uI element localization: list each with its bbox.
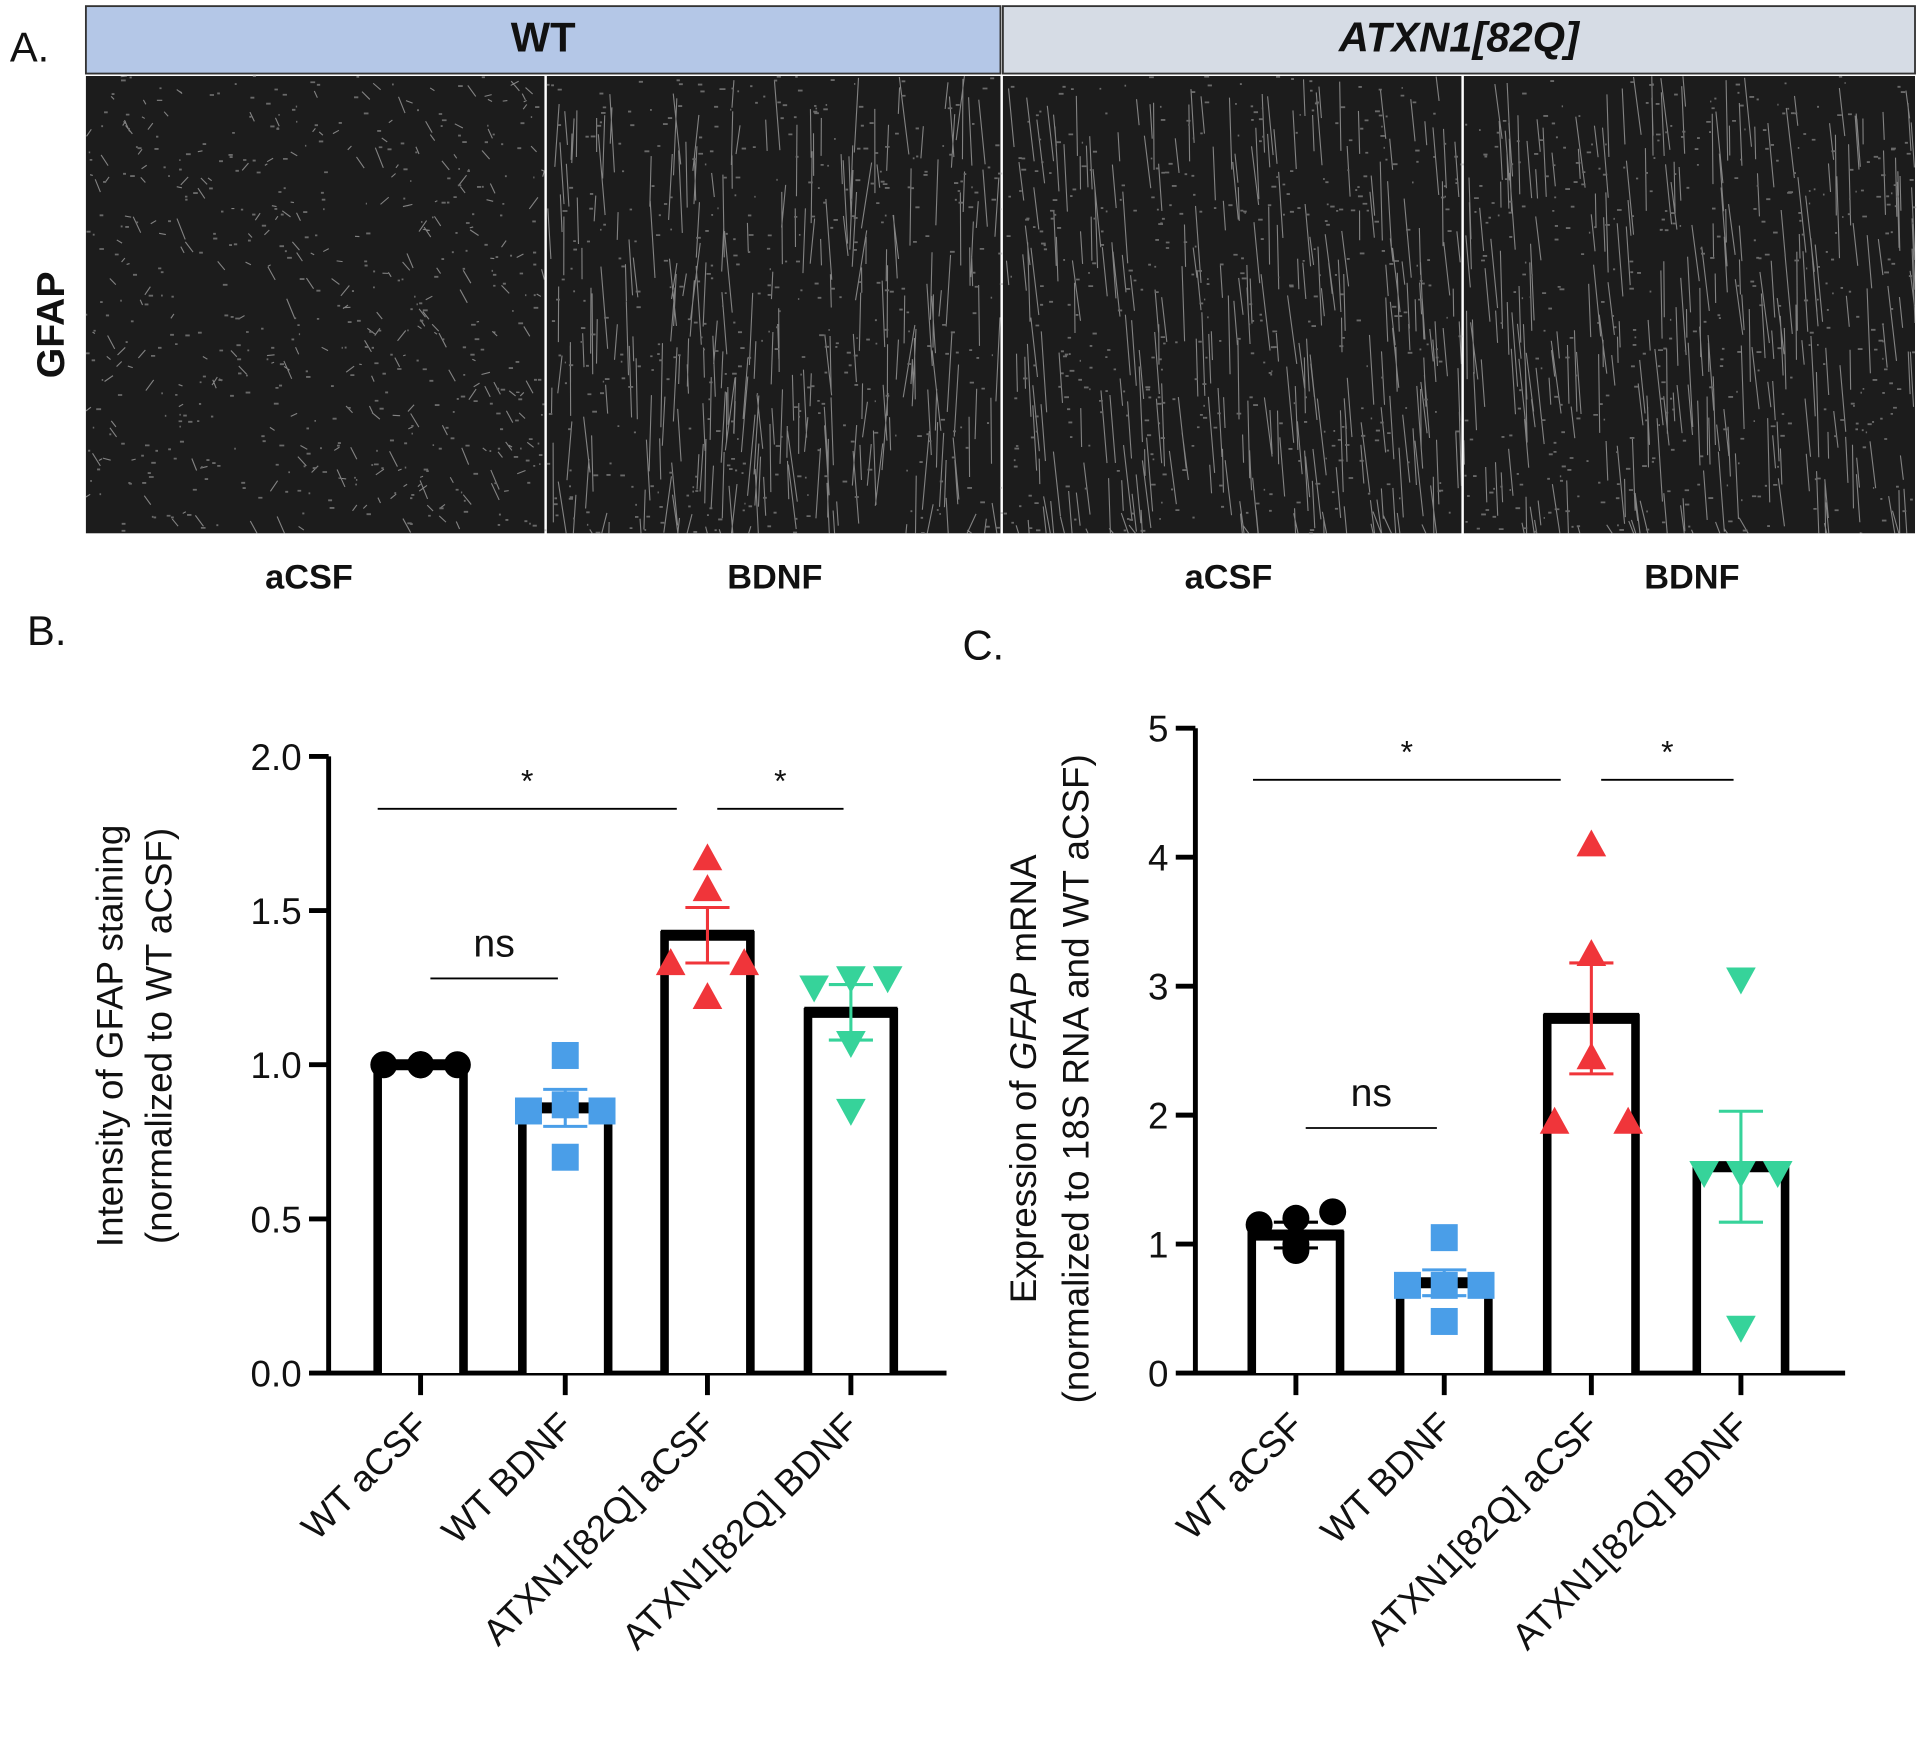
y-tick-label: 1.5: [251, 891, 302, 932]
data-point: [1726, 1315, 1756, 1343]
y-axis-label-part: Expression of: [1003, 1070, 1044, 1303]
y-axis-label-part: mRNA: [1003, 854, 1044, 973]
header-cell: [84, 5, 1002, 75]
y-axis-label: Intensity of GFAP staining: [90, 825, 131, 1247]
data-point: [1576, 939, 1607, 967]
data-point: [1319, 1198, 1347, 1226]
data-point: [1393, 1271, 1421, 1299]
row-label: GFAP: [29, 271, 73, 378]
data-point: [1689, 1161, 1719, 1188]
x-tick-label: WT aCSF: [1169, 1405, 1312, 1548]
micrograph-fibers: [1463, 76, 1916, 534]
data-point: [692, 843, 723, 871]
significance-label: *: [1401, 734, 1413, 770]
data-point: [836, 1031, 866, 1058]
bar: [373, 1060, 468, 1374]
data-point: [692, 874, 723, 902]
micrograph: [546, 76, 1001, 534]
y-tick-label: 0.5: [251, 1199, 302, 1240]
panel-label: C.: [962, 622, 1004, 669]
header-text: WT: [511, 13, 576, 60]
data-point: [1726, 967, 1756, 995]
significance-label: *: [774, 763, 786, 799]
data-point: [729, 948, 760, 976]
y-axis-label-part: GFAP: [1003, 972, 1044, 1070]
column-label: BDNF: [1644, 558, 1739, 596]
column-label: aCSF: [1185, 558, 1273, 596]
data-point: [1539, 1106, 1570, 1134]
data-point: [1613, 1106, 1643, 1134]
data-point: [551, 1143, 579, 1171]
data-point: [551, 1041, 579, 1069]
x-tick-label: WT BDNF: [434, 1405, 581, 1552]
data-point: [836, 1098, 866, 1126]
column-label: BDNF: [727, 558, 822, 596]
y-tick-label: 1: [1148, 1225, 1168, 1266]
y-tick-label: 2: [1148, 1096, 1168, 1137]
y-tick-label: 5: [1148, 709, 1168, 750]
data-point: [1430, 1224, 1458, 1252]
data-point: [692, 982, 723, 1010]
bar: [803, 1008, 899, 1374]
significance-label: ns: [473, 921, 514, 965]
micrographs: [85, 75, 1917, 535]
micrograph-texture: [1003, 75, 1465, 535]
y-axis-label: Expression of GFAP mRNA: [1003, 854, 1044, 1303]
significance-label: *: [1661, 734, 1673, 770]
data-point: [1467, 1271, 1495, 1299]
micrograph: [1463, 76, 1916, 534]
micrograph-speckle: [1003, 75, 1465, 535]
data-point: [1245, 1211, 1273, 1239]
significance-label: *: [521, 763, 533, 799]
data-point: [1762, 1161, 1793, 1188]
y-tick-label: 4: [1148, 838, 1168, 879]
y-tick-label: 3: [1148, 967, 1168, 1008]
data-point: [514, 1097, 542, 1125]
data-point: [1282, 1204, 1310, 1232]
y-tick-label: 1.0: [251, 1045, 302, 1086]
panel-label: A.: [10, 23, 49, 70]
micrograph-texture: [1463, 75, 1917, 534]
micrograph: [1002, 76, 1462, 534]
y-tick-label: 2.0: [251, 737, 302, 778]
y-tick-label: 0.0: [251, 1354, 302, 1395]
panel-label: B.: [27, 607, 66, 654]
x-tick-label: ATXN1[82Q] aCSF: [475, 1405, 723, 1653]
data-point: [370, 1051, 398, 1079]
micrograph-speckle: [85, 75, 547, 532]
data-point: [872, 966, 903, 994]
header-cell: [1001, 5, 1916, 75]
significance-label: ns: [1351, 1071, 1392, 1115]
y-tick-label: 0: [1148, 1354, 1168, 1395]
x-tick-label: ATXN1[82Q] BDNF: [614, 1405, 866, 1657]
micrograph-fibers: [1005, 76, 1462, 534]
y-axis-label: (normalized to 18S RNA and WT aCSF): [1056, 754, 1097, 1403]
micrograph-texture: [546, 75, 1005, 534]
x-tick-label: WT aCSF: [293, 1405, 436, 1548]
header-text: ATXN1[82Q]: [1338, 13, 1581, 61]
data-point: [1576, 829, 1607, 857]
data-point: [1430, 1307, 1458, 1335]
micrograph-texture: [85, 75, 547, 534]
data-point: [588, 1097, 616, 1125]
micrograph-speckle: [546, 75, 1005, 534]
data-point: [443, 1051, 471, 1079]
micrograph-fibers: [547, 75, 1001, 534]
micrograph-speckle: [1464, 75, 1917, 533]
micrograph: [85, 76, 545, 534]
data-point: [799, 975, 829, 1003]
x-tick-label: WT BDNF: [1313, 1405, 1460, 1552]
column-label: aCSF: [265, 558, 353, 596]
y-axis-label-part: Intensity of GFAP staining: [90, 825, 131, 1247]
data-point: [655, 948, 686, 976]
y-axis-label: (normalized to WT aCSF): [139, 828, 180, 1244]
data-point: [836, 966, 866, 994]
